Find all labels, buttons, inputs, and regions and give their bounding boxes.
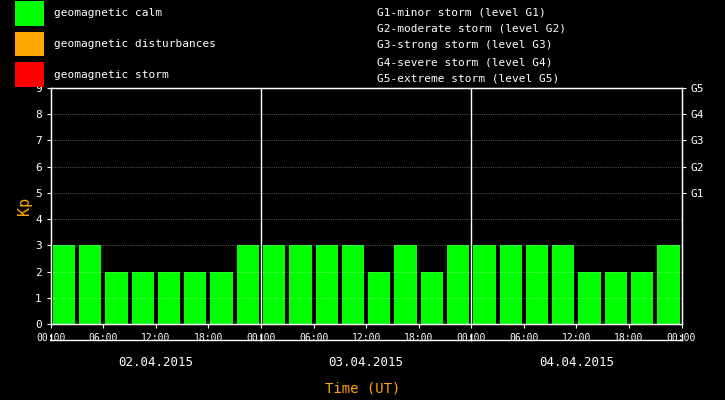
Text: G2-moderate storm (level G2): G2-moderate storm (level G2) [377, 24, 566, 34]
Y-axis label: Kp: Kp [17, 197, 32, 215]
Text: Time (UT): Time (UT) [325, 382, 400, 396]
Bar [473, 245, 496, 324]
Bar [236, 245, 259, 324]
Bar [657, 245, 679, 324]
Bar [500, 245, 522, 324]
Bar [158, 272, 181, 324]
Bar [210, 272, 233, 324]
Bar [341, 245, 364, 324]
Bar [289, 245, 312, 324]
Bar [394, 245, 417, 324]
Bar [184, 272, 207, 324]
Text: geomagnetic disturbances: geomagnetic disturbances [54, 39, 216, 49]
Bar [631, 272, 653, 324]
Text: G5-extreme storm (level G5): G5-extreme storm (level G5) [377, 74, 559, 84]
Bar [105, 272, 128, 324]
Bar [579, 272, 601, 324]
Text: G3-strong storm (level G3): G3-strong storm (level G3) [377, 40, 552, 50]
FancyBboxPatch shape [14, 1, 44, 26]
Bar [526, 245, 548, 324]
Bar [53, 245, 75, 324]
Text: G4-severe storm (level G4): G4-severe storm (level G4) [377, 57, 552, 67]
Text: geomagnetic calm: geomagnetic calm [54, 8, 162, 18]
Text: 02.04.2015: 02.04.2015 [118, 356, 194, 369]
Bar [447, 245, 469, 324]
Bar [79, 245, 102, 324]
FancyBboxPatch shape [14, 62, 44, 87]
Text: 03.04.2015: 03.04.2015 [328, 356, 404, 369]
Bar [420, 272, 443, 324]
Text: G1-minor storm (level G1): G1-minor storm (level G1) [377, 7, 546, 17]
Text: 04.04.2015: 04.04.2015 [539, 356, 614, 369]
Text: geomagnetic storm: geomagnetic storm [54, 70, 169, 80]
Bar [552, 245, 574, 324]
Bar [131, 272, 154, 324]
FancyBboxPatch shape [14, 32, 44, 56]
Bar [263, 245, 286, 324]
Bar [605, 272, 627, 324]
Bar [315, 245, 338, 324]
Bar [368, 272, 391, 324]
